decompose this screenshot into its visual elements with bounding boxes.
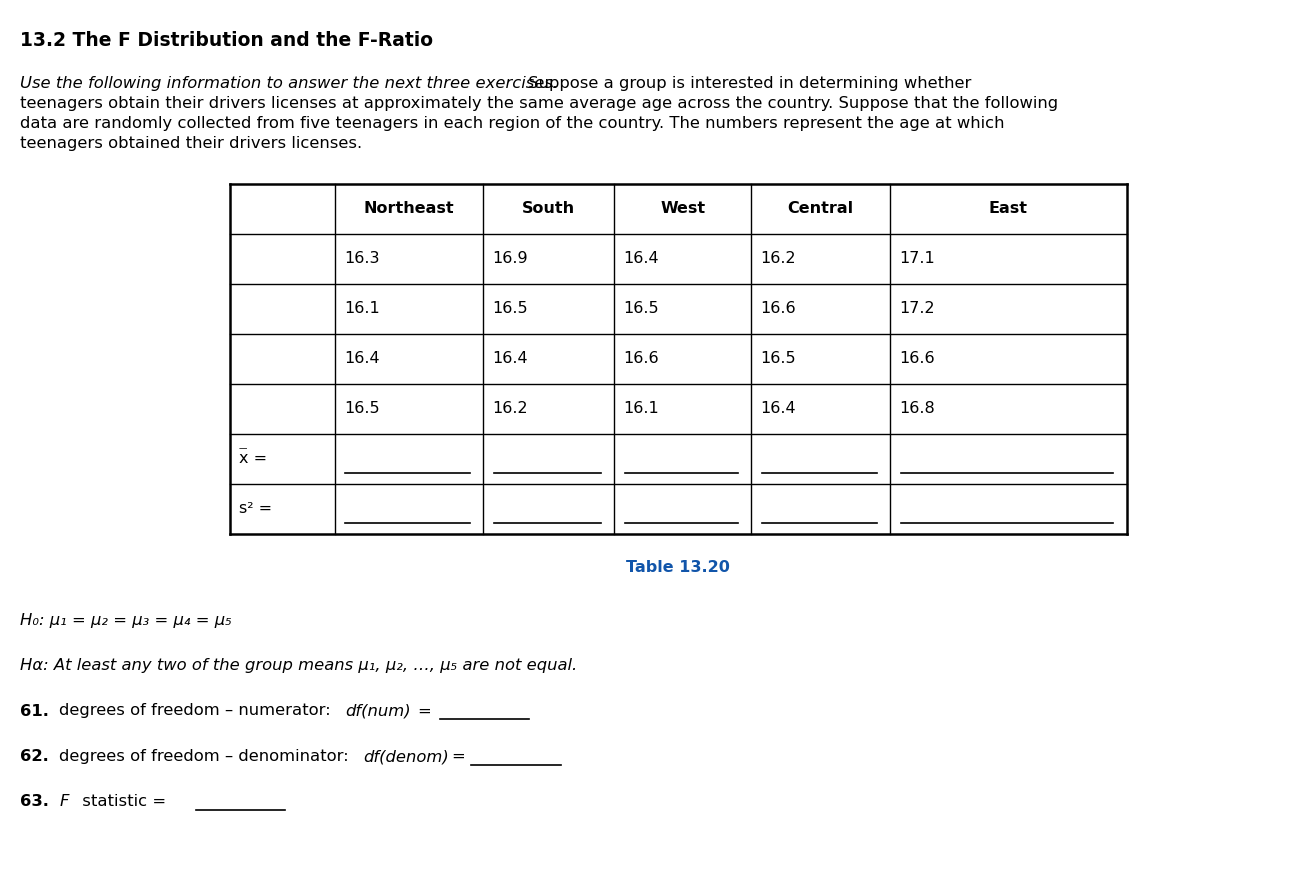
Text: 16.4: 16.4	[344, 351, 379, 367]
Text: 16.2: 16.2	[492, 402, 528, 416]
Text: Hα: At least any two of the group means μ₁, μ₂, …, μ₅ are not equal.: Hα: At least any two of the group means …	[20, 658, 576, 673]
Text: s² =: s² =	[239, 501, 272, 516]
Text: 16.5: 16.5	[344, 402, 379, 416]
Text: 17.1: 17.1	[899, 251, 935, 266]
Text: 17.2: 17.2	[899, 301, 935, 316]
Text: —: —	[239, 444, 247, 452]
Text: degrees of freedom – denominator:: degrees of freedom – denominator:	[59, 749, 355, 764]
Text: 16.5: 16.5	[624, 301, 659, 316]
Text: Use the following information to answer the next three exercises.: Use the following information to answer …	[20, 76, 558, 91]
Text: 16.2: 16.2	[760, 251, 796, 266]
Text: x =: x =	[239, 452, 267, 466]
Text: 13.2 The F Distribution and the F-Ratio: 13.2 The F Distribution and the F-Ratio	[20, 31, 433, 50]
Text: East: East	[989, 201, 1028, 216]
Text: degrees of freedom – numerator:: degrees of freedom – numerator:	[59, 704, 336, 718]
Text: 16.8: 16.8	[899, 402, 935, 416]
Text: teenagers obtained their drivers licenses.: teenagers obtained their drivers license…	[20, 136, 362, 151]
Text: =: =	[418, 704, 483, 718]
Text: data are randomly collected from five teenagers in each region of the country. T: data are randomly collected from five te…	[20, 116, 1004, 131]
Text: 63.: 63.	[20, 794, 49, 809]
Text: Suppose a group is interested in determining whether: Suppose a group is interested in determi…	[523, 76, 970, 91]
Text: df(num): df(num)	[345, 704, 411, 718]
Text: Table 13.20: Table 13.20	[626, 560, 730, 575]
Text: 16.6: 16.6	[760, 301, 796, 316]
Text: 16.4: 16.4	[492, 351, 528, 367]
Text: 16.5: 16.5	[760, 351, 796, 367]
Text: Northeast: Northeast	[364, 201, 454, 216]
Text: 16.1: 16.1	[344, 301, 379, 316]
Text: 16.4: 16.4	[760, 402, 796, 416]
Text: teenagers obtain their drivers licenses at approximately the same average age ac: teenagers obtain their drivers licenses …	[20, 96, 1058, 111]
Text: 16.5: 16.5	[492, 301, 528, 316]
Text: 16.9: 16.9	[492, 251, 528, 266]
Text: statistic =: statistic =	[77, 794, 172, 809]
Text: F: F	[59, 794, 68, 809]
Text: =: =	[452, 749, 465, 764]
Text: 16.6: 16.6	[624, 351, 659, 367]
Text: West: West	[660, 201, 705, 216]
Text: 16.1: 16.1	[624, 402, 659, 416]
Text: 16.4: 16.4	[624, 251, 659, 266]
Text: South: South	[523, 201, 575, 216]
Text: 62.: 62.	[20, 749, 49, 764]
Text: Central: Central	[788, 201, 853, 216]
Text: 16.6: 16.6	[899, 351, 935, 367]
Text: 61.: 61.	[20, 704, 49, 718]
Text: H₀: μ₁ = μ₂ = μ₃ = μ₄ = μ₅: H₀: μ₁ = μ₂ = μ₃ = μ₄ = μ₅	[20, 612, 231, 627]
Text: 16.3: 16.3	[344, 251, 379, 266]
Text: df(denom): df(denom)	[364, 749, 449, 764]
